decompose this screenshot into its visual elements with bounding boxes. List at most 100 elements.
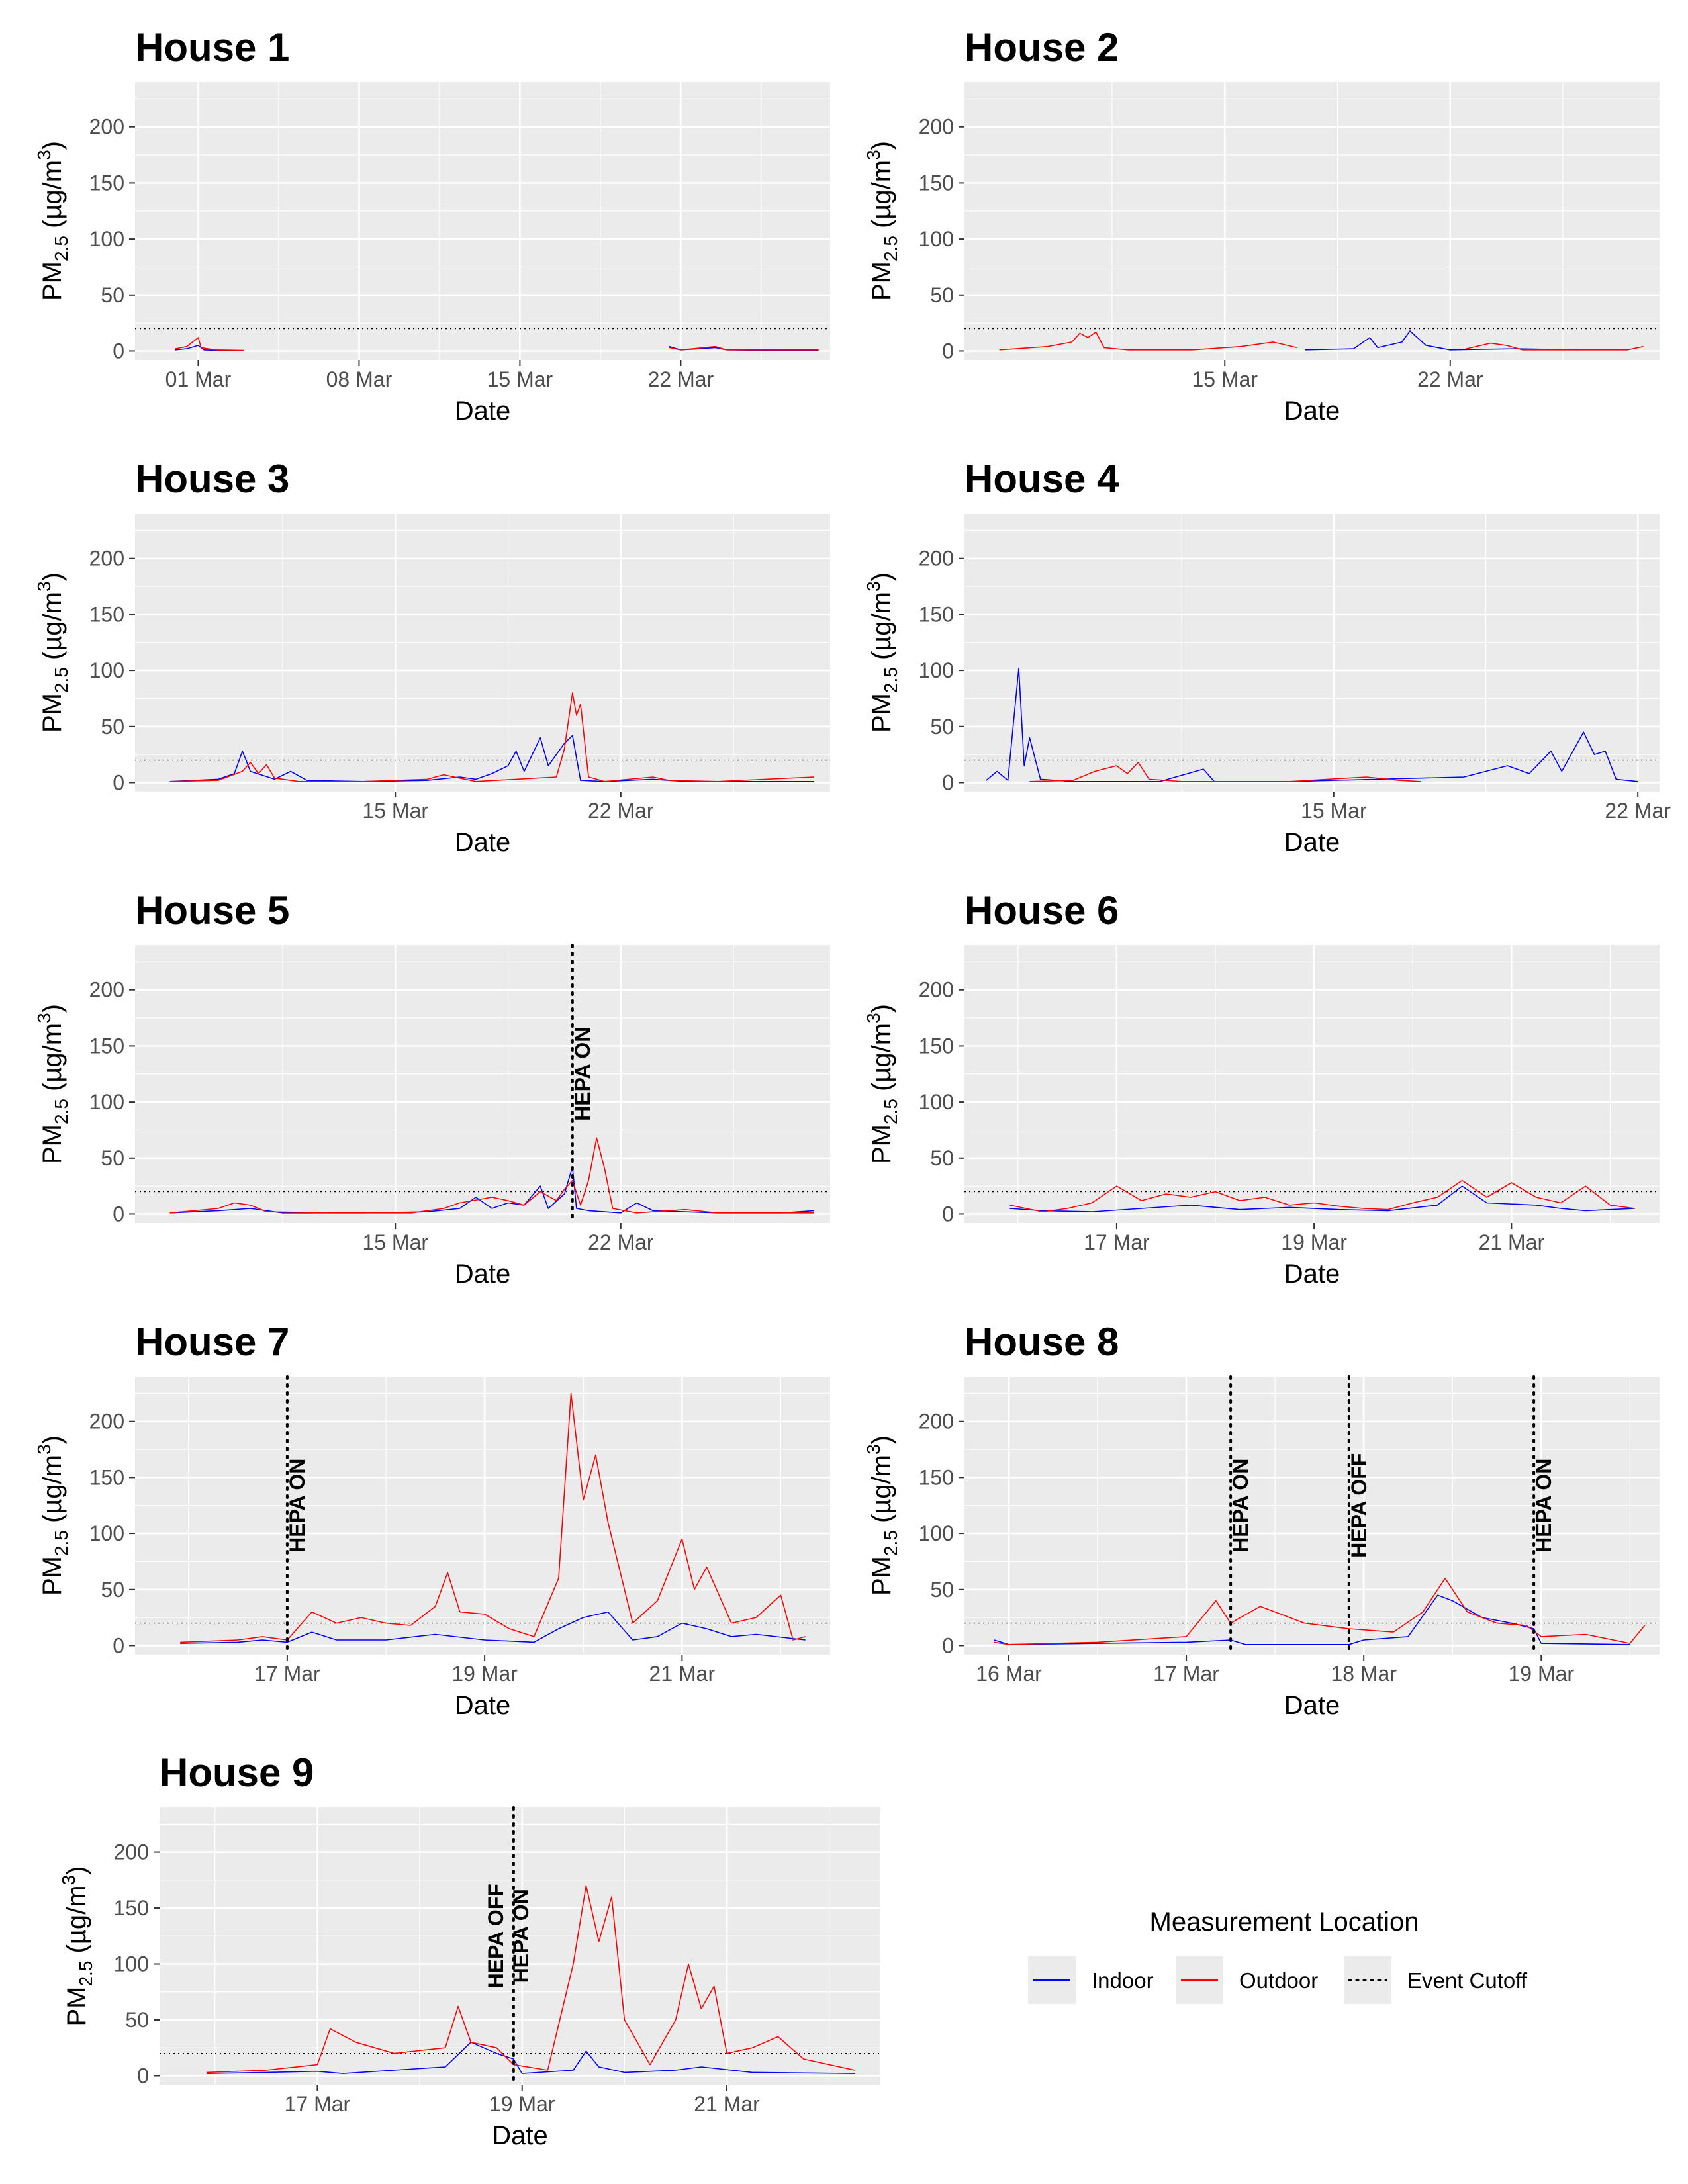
- y-tick-label: 50: [101, 1578, 124, 1602]
- y-axis-title: PM2.5 (µg/m3): [34, 1004, 71, 1164]
- event-label: HEPA ON: [571, 1027, 594, 1121]
- x-tick-label: 22 Mar: [1605, 799, 1671, 823]
- x-axis-title: Date: [455, 828, 511, 857]
- x-tick-label: 17 Mar: [285, 2092, 351, 2116]
- plot-background: [135, 514, 830, 792]
- series-line-outdoor: [999, 331, 1297, 351]
- y-tick-label: 0: [113, 1633, 124, 1657]
- legend-label: Indoor: [1092, 1968, 1154, 1993]
- series-line-indoor: [180, 1611, 806, 1644]
- y-tick-label: 150: [919, 1465, 954, 1489]
- y-tick-label: 0: [137, 2064, 149, 2087]
- y-tick-label: 0: [942, 770, 954, 794]
- chart-title: House 7: [135, 1320, 289, 1364]
- x-axis-title: Date: [455, 1259, 511, 1289]
- y-tick-label: 200: [114, 1841, 149, 1864]
- chart-panel-2: 0 50 100 150 200 15 Mar 22 Mar House 2 Date PM2.5…: [863, 25, 1660, 426]
- series-line-outdoor: [994, 1578, 1646, 1645]
- x-tick-label: 19 Mar: [1508, 1662, 1574, 1686]
- series-line-outdoor: [669, 345, 819, 351]
- plot-background: [964, 945, 1660, 1223]
- y-tick-label: 0: [942, 1633, 954, 1657]
- y-axis-title: PM2.5 (µg/m3): [34, 141, 71, 301]
- chart-title: House 3: [135, 457, 289, 501]
- y-tick-label: 150: [919, 1034, 954, 1058]
- x-tick-label: 22 Mar: [1417, 367, 1483, 391]
- y-tick-label: 100: [919, 1522, 954, 1545]
- legend-item-event-cutoff: Event Cutoff: [1344, 1956, 1528, 2004]
- y-tick-label: 100: [89, 227, 124, 251]
- series-line-outdoor: [1029, 762, 1421, 782]
- y-tick-label: 50: [930, 1578, 954, 1602]
- y-tick-label: 150: [919, 602, 954, 626]
- y-tick-label: 200: [919, 1410, 954, 1433]
- x-axis-title: Date: [1284, 396, 1340, 426]
- event-label: HEPA ON: [509, 1889, 533, 1983]
- chart-panel-1: 0 50 100 150 200 01 Mar 08 Mar 15 Mar 22 Mar Hous…: [34, 25, 830, 426]
- x-tick-label: 18 Mar: [1331, 1662, 1397, 1686]
- plot-background: [964, 1377, 1660, 1655]
- plot-background: [135, 945, 830, 1223]
- y-tick-label: 150: [89, 1465, 124, 1489]
- y-tick-label: 100: [919, 659, 954, 682]
- x-axis-title: Date: [455, 396, 511, 426]
- chart-panel-7: 0 50 100 150 200 17 Mar 19 Mar 21 Mar HEPA ON Hou…: [34, 1320, 830, 1720]
- plot-background: [135, 82, 830, 360]
- x-tick-label: 15 Mar: [487, 367, 553, 391]
- event-label: HEPA ON: [1532, 1459, 1556, 1553]
- legend-label: Outdoor: [1239, 1968, 1318, 1993]
- y-tick-label: 200: [89, 115, 124, 139]
- x-tick-label: 17 Mar: [1084, 1230, 1150, 1254]
- chart-panel-3: 0 50 100 150 200 15 Mar 22 Mar House 3 Date PM2.5…: [34, 457, 830, 857]
- x-tick-label: 22 Mar: [588, 799, 654, 823]
- chart-title: House 8: [964, 1320, 1119, 1364]
- y-tick-label: 50: [101, 283, 124, 307]
- series-line-outdoor: [169, 692, 814, 782]
- y-tick-label: 150: [89, 171, 124, 195]
- chart-panel-4: 0 50 100 150 200 15 Mar 22 Mar House 4 Date PM2.5…: [863, 457, 1671, 857]
- x-tick-label: 22 Mar: [648, 367, 714, 391]
- y-tick-label: 200: [89, 978, 124, 1002]
- y-tick-label: 0: [942, 339, 954, 363]
- x-tick-label: 15 Mar: [1192, 367, 1258, 391]
- x-axis-title: Date: [1284, 828, 1340, 857]
- y-tick-label: 0: [942, 1202, 954, 1226]
- event-label: HEPA OFF: [1347, 1453, 1371, 1558]
- y-tick-label: 100: [919, 1090, 954, 1114]
- legend-label: Event Cutoff: [1407, 1968, 1528, 1993]
- y-axis-title: PM2.5 (µg/m3): [34, 572, 71, 733]
- x-axis-title: Date: [1284, 1259, 1340, 1289]
- y-tick-label: 50: [930, 1146, 954, 1170]
- plot-background: [964, 82, 1660, 360]
- x-tick-label: 22 Mar: [588, 1230, 654, 1254]
- chart-panel-8: 0 50 100 150 200 16 Mar 17 Mar 18 Mar 19 Mar HEPA…: [863, 1320, 1660, 1720]
- legend-item-indoor: Indoor: [1028, 1956, 1154, 2004]
- event-label: HEPA OFF: [484, 1884, 508, 1988]
- x-tick-label: 17 Mar: [254, 1662, 320, 1686]
- y-tick-label: 150: [89, 1034, 124, 1058]
- y-axis-title: PM2.5 (µg/m3): [863, 1435, 901, 1596]
- y-tick-label: 50: [930, 283, 954, 307]
- chart-title: House 1: [135, 25, 289, 69]
- y-tick-label: 0: [113, 1202, 124, 1226]
- y-tick-label: 200: [919, 978, 954, 1002]
- x-tick-label: 17 Mar: [1153, 1662, 1219, 1686]
- x-tick-label: 19 Mar: [489, 2092, 555, 2116]
- chart-title: House 6: [964, 888, 1119, 933]
- chart-title: House 9: [160, 1751, 314, 1795]
- y-tick-label: 150: [114, 1896, 149, 1920]
- y-axis-title: PM2.5 (µg/m3): [34, 1435, 71, 1596]
- y-axis-title: PM2.5 (µg/m3): [863, 141, 901, 301]
- x-axis-title: Date: [455, 1691, 511, 1720]
- y-tick-label: 50: [930, 715, 954, 739]
- series-line-outdoor: [175, 337, 244, 351]
- x-tick-label: 15 Mar: [1301, 799, 1367, 823]
- y-tick-label: 150: [919, 171, 954, 195]
- y-axis-title: PM2.5 (µg/m3): [863, 1004, 901, 1164]
- x-tick-label: 15 Mar: [362, 1230, 428, 1254]
- y-tick-label: 100: [114, 1952, 149, 1976]
- series-line-outdoor: [1009, 1179, 1635, 1212]
- legend-item-outdoor: Outdoor: [1176, 1956, 1318, 2004]
- series-line-indoor: [1009, 1185, 1635, 1212]
